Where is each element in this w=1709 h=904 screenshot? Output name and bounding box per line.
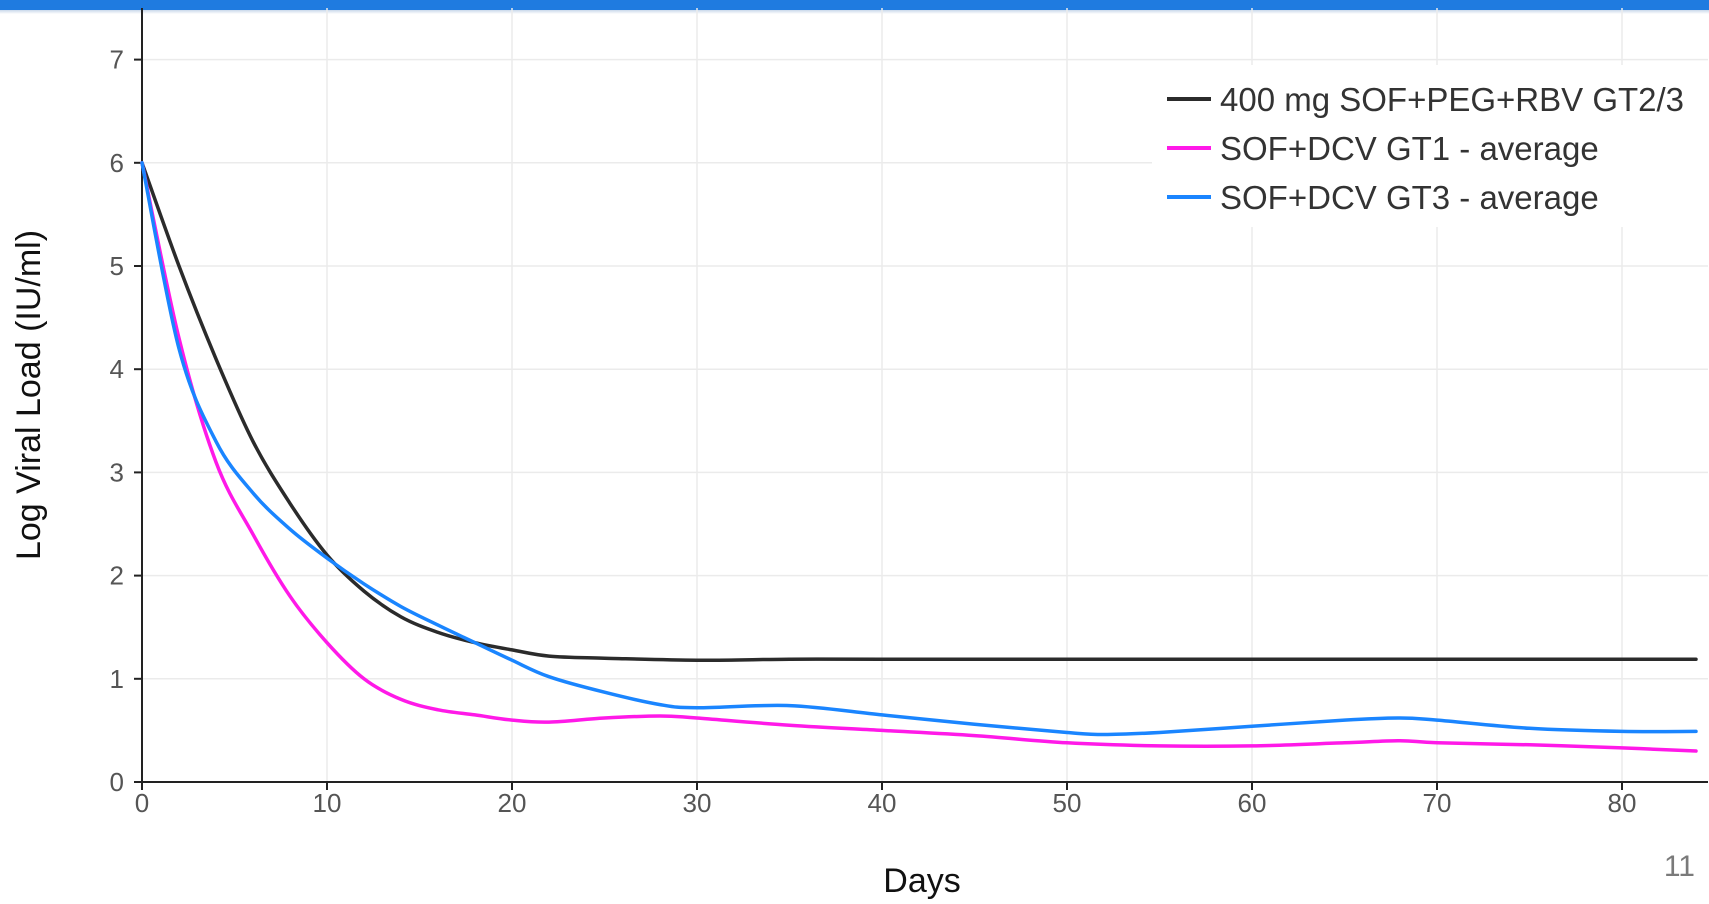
y-tick-label: 1 [110, 664, 124, 694]
y-tick-label: 6 [110, 148, 124, 178]
legend: 400 mg SOF+PEG+RBV GT2/3 SOF+DCV GT1 - av… [1152, 65, 1708, 227]
x-tick-label: 30 [683, 788, 712, 818]
y-tick-label: 3 [110, 457, 124, 487]
x-tick-label: 50 [1053, 788, 1082, 818]
series-line-2 [140, 161, 1698, 753]
y-axis-title: Log Viral Load (IU/ml) [10, 230, 48, 560]
top-accent-shadow [0, 10, 1709, 14]
legend-label: SOF+DCV GT1 - average [1220, 130, 1599, 167]
x-axis-title: Days [883, 862, 960, 900]
x-tick-label: 20 [498, 788, 527, 818]
series-line-3 [140, 161, 1698, 737]
x-tick-label: 60 [1238, 788, 1267, 818]
y-tick-label: 4 [110, 354, 124, 384]
x-tick-label: 10 [313, 788, 342, 818]
series-lines [140, 161, 1698, 753]
top-accent-bar [0, 0, 1709, 10]
y-tick-label: 7 [110, 45, 124, 75]
slide-number: 11 [1663, 850, 1695, 883]
x-tick-label: 70 [1423, 788, 1452, 818]
series-line-1 [140, 161, 1698, 662]
legend-background [1152, 65, 1708, 227]
legend-label: 400 mg SOF+PEG+RBV GT2/3 [1220, 81, 1684, 118]
y-tick-label: 5 [110, 251, 124, 281]
legend-label: SOF+DCV GT3 - average [1220, 179, 1599, 216]
y-tick-label: 2 [110, 561, 124, 591]
x-tick-label: 0 [135, 788, 149, 818]
y-tick-label: 0 [110, 767, 124, 797]
x-tick-label: 40 [868, 788, 897, 818]
x-tick-label: 80 [1608, 788, 1637, 818]
